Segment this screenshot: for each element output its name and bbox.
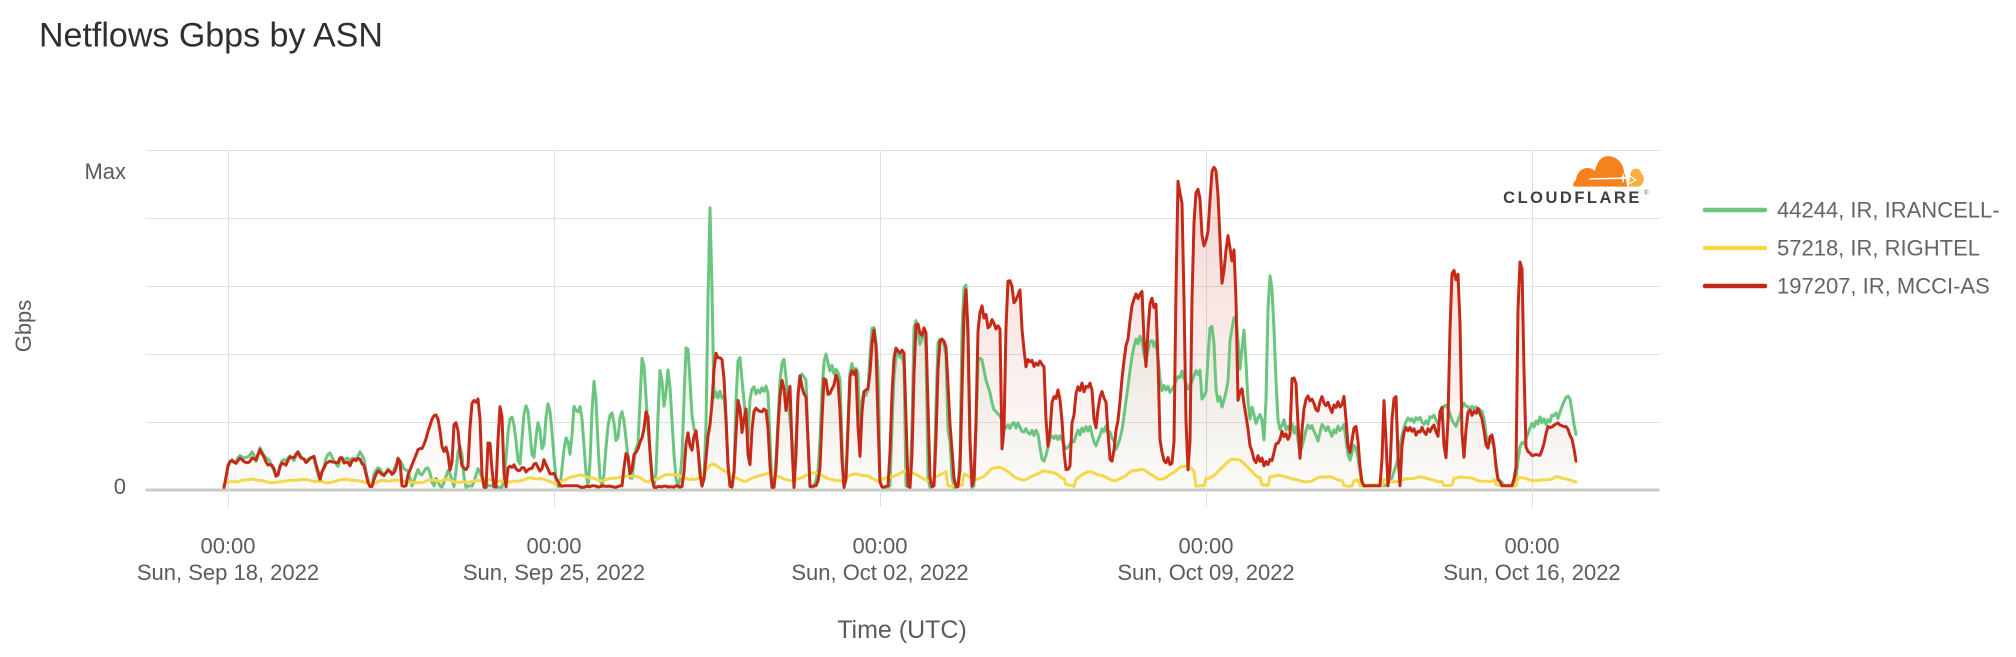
svg-text:00:00: 00:00 [1178,534,1233,559]
svg-text:®: ® [1644,190,1649,197]
svg-text:Netflows Gbps by ASN: Netflows Gbps by ASN [39,17,383,55]
svg-text:Time (UTC): Time (UTC) [837,616,967,644]
svg-text:CLOUDFLARE: CLOUDFLARE [1503,189,1642,207]
svg-text:Sun, Oct 16, 2022: Sun, Oct 16, 2022 [1443,560,1620,585]
svg-text:Max: Max [84,159,126,184]
svg-text:Sun, Sep 25, 2022: Sun, Sep 25, 2022 [463,560,645,585]
svg-text:Gbps: Gbps [11,300,36,353]
svg-text:57218, IR, RIGHTEL: 57218, IR, RIGHTEL [1777,236,1980,261]
svg-text:Sun, Oct 09, 2022: Sun, Oct 09, 2022 [1117,560,1294,585]
svg-text:0: 0 [114,474,126,499]
svg-text:00:00: 00:00 [200,534,255,559]
svg-text:Sun, Oct 02, 2022: Sun, Oct 02, 2022 [791,560,968,585]
svg-text:Sun, Sep 18, 2022: Sun, Sep 18, 2022 [137,560,319,585]
svg-text:00:00: 00:00 [852,534,907,559]
svg-text:00:00: 00:00 [1504,534,1559,559]
svg-text:197207, IR, MCCI-AS: 197207, IR, MCCI-AS [1777,274,1990,299]
svg-text:00:00: 00:00 [526,534,581,559]
svg-text:44244, IR, IRANCELL-: 44244, IR, IRANCELL- [1777,198,2000,223]
